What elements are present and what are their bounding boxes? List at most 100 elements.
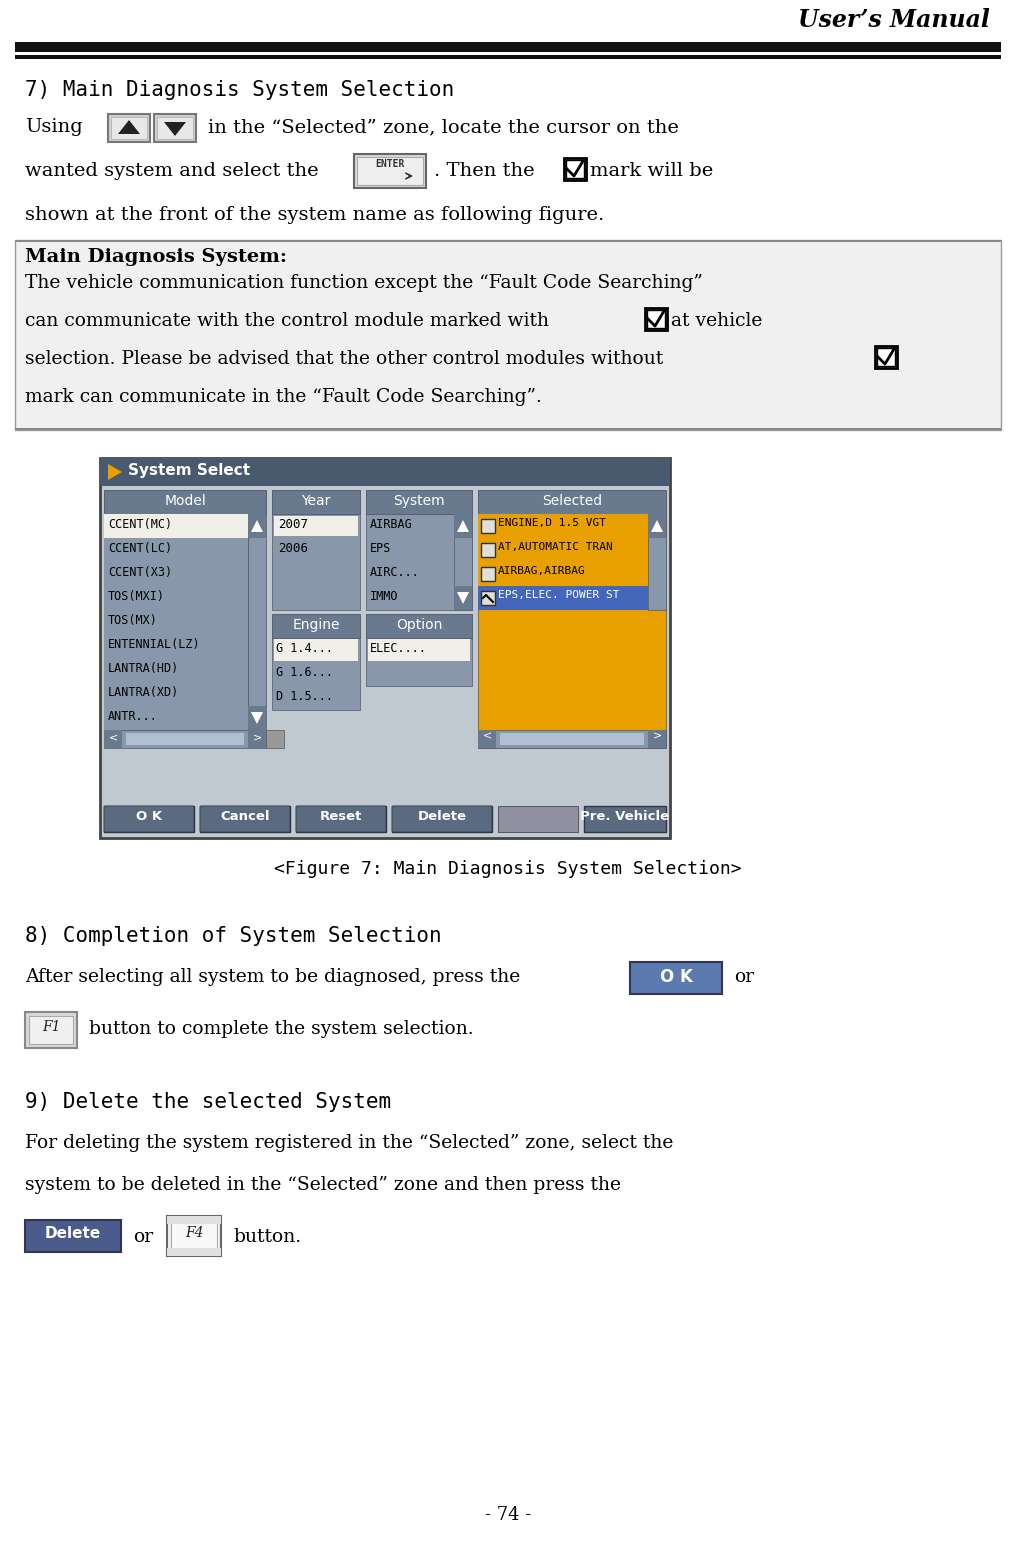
Polygon shape: [118, 121, 140, 135]
Text: Pre. Vehicle: Pre. Vehicle: [580, 810, 670, 822]
Polygon shape: [251, 713, 263, 724]
Text: <Figure 7: Main Diagnosis System Selection>: <Figure 7: Main Diagnosis System Selecti…: [274, 860, 742, 878]
Polygon shape: [457, 592, 469, 604]
Bar: [15, 56, 1001, 59]
Bar: [481, 543, 495, 557]
Bar: [478, 730, 496, 748]
Text: LANTRA(XD): LANTRA(XD): [108, 686, 179, 699]
Bar: [478, 513, 648, 538]
Text: For deleting the system registered in the “Selected” zone, select the: For deleting the system registered in th…: [25, 1135, 674, 1152]
Text: Reset: Reset: [320, 810, 362, 822]
Polygon shape: [651, 519, 663, 532]
Text: CCENT(MC): CCENT(MC): [108, 518, 172, 530]
Text: Using: Using: [25, 117, 82, 136]
Bar: [25, 1220, 121, 1252]
Polygon shape: [164, 122, 186, 136]
Bar: [104, 538, 248, 563]
Text: ENGINE,D 1.5 VGT: ENGINE,D 1.5 VGT: [498, 518, 606, 529]
Bar: [104, 682, 248, 707]
Bar: [104, 659, 248, 682]
Bar: [274, 686, 358, 710]
Bar: [25, 1013, 77, 1048]
Bar: [100, 458, 670, 838]
Bar: [392, 805, 492, 832]
Bar: [354, 155, 426, 189]
Bar: [15, 42, 1001, 53]
Text: AIRBAG,AIRBAG: AIRBAG,AIRBAG: [498, 566, 586, 577]
Text: F1: F1: [42, 1020, 60, 1034]
Bar: [630, 962, 722, 994]
Bar: [15, 240, 1001, 430]
Text: >: >: [252, 731, 262, 742]
Bar: [481, 567, 495, 581]
Bar: [167, 1217, 221, 1224]
Bar: [584, 805, 666, 832]
Bar: [274, 638, 358, 662]
Bar: [29, 1016, 73, 1044]
Bar: [875, 346, 897, 368]
Text: Delete: Delete: [45, 1226, 102, 1241]
Text: EPS: EPS: [370, 543, 391, 555]
Text: EPS,ELEC. POWER ST: EPS,ELEC. POWER ST: [498, 591, 620, 600]
Bar: [478, 513, 666, 748]
Bar: [157, 117, 193, 139]
Text: mark can communicate in the “Fault Code Searching”.: mark can communicate in the “Fault Code …: [25, 388, 542, 407]
Bar: [296, 805, 386, 832]
Bar: [478, 730, 666, 748]
Text: <: <: [109, 731, 118, 742]
Bar: [167, 1217, 221, 1255]
Bar: [566, 159, 584, 178]
FancyBboxPatch shape: [200, 805, 290, 832]
Text: Option: Option: [396, 618, 442, 632]
Text: 2006: 2006: [278, 543, 308, 555]
Bar: [877, 348, 895, 366]
Bar: [100, 458, 670, 485]
Bar: [104, 490, 266, 513]
Text: O K: O K: [659, 968, 693, 986]
Bar: [104, 586, 248, 611]
Text: F4: F4: [185, 1226, 203, 1240]
Text: CCENT(LC): CCENT(LC): [108, 543, 172, 555]
Text: Selected: Selected: [542, 495, 602, 509]
Text: AIRBAG: AIRBAG: [370, 518, 412, 530]
Text: System: System: [393, 495, 445, 509]
Bar: [200, 805, 290, 832]
Bar: [248, 730, 266, 748]
Text: AIRC...: AIRC...: [370, 566, 420, 580]
Bar: [104, 634, 248, 659]
Text: IMMO: IMMO: [370, 591, 398, 603]
Bar: [104, 805, 194, 832]
Text: shown at the front of the system name as following figure.: shown at the front of the system name as…: [25, 206, 605, 224]
Bar: [564, 158, 586, 179]
Bar: [366, 638, 472, 686]
Bar: [274, 663, 358, 685]
Text: AT,AUTOMATIC TRAN: AT,AUTOMATIC TRAN: [498, 543, 613, 552]
Text: CCENT(X3): CCENT(X3): [108, 566, 172, 580]
Bar: [366, 490, 472, 513]
Text: G 1.4...: G 1.4...: [276, 642, 333, 656]
Bar: [498, 805, 578, 832]
Bar: [478, 563, 648, 586]
Text: - 74 -: - 74 -: [485, 1506, 531, 1524]
FancyBboxPatch shape: [104, 805, 194, 832]
Bar: [154, 114, 196, 142]
Bar: [15, 240, 1001, 243]
Text: After selecting all system to be diagnosed, press the: After selecting all system to be diagnos…: [25, 968, 520, 986]
Text: or: or: [133, 1228, 153, 1246]
Bar: [266, 730, 284, 748]
Polygon shape: [108, 464, 122, 479]
Bar: [481, 519, 495, 533]
Bar: [454, 513, 472, 611]
Text: The vehicle communication function except the “Fault Code Searching”: The vehicle communication function excep…: [25, 274, 703, 292]
Text: >: >: [652, 731, 661, 742]
Bar: [171, 1220, 217, 1252]
Text: ENTENNIAL(LZ): ENTENNIAL(LZ): [108, 638, 200, 651]
Text: Delete: Delete: [418, 810, 466, 822]
Text: at vehicle: at vehicle: [671, 312, 762, 329]
Bar: [104, 611, 248, 634]
Bar: [366, 513, 472, 611]
Text: 9) Delete the selected System: 9) Delete the selected System: [25, 1091, 391, 1112]
Text: O K: O K: [136, 810, 163, 822]
Polygon shape: [251, 519, 263, 532]
Text: 7) Main Diagnosis System Selection: 7) Main Diagnosis System Selection: [25, 80, 454, 100]
